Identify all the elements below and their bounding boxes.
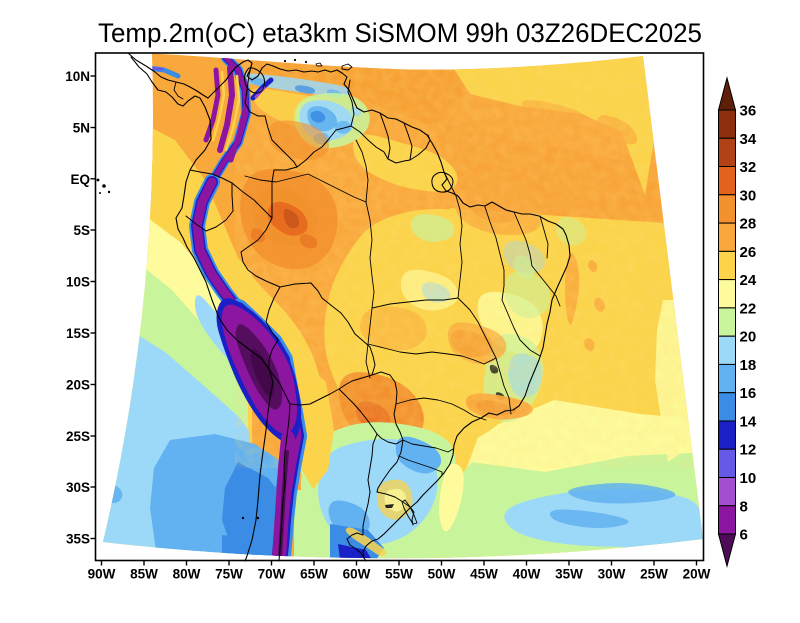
svg-text:EQ: EQ (70, 172, 90, 187)
svg-text:10N: 10N (65, 69, 90, 84)
svg-text:45W: 45W (470, 567, 498, 582)
svg-text:5N: 5N (73, 121, 90, 136)
svg-text:6: 6 (740, 527, 748, 544)
svg-text:75W: 75W (215, 567, 243, 582)
svg-text:28: 28 (740, 216, 757, 233)
svg-text:12: 12 (740, 442, 757, 459)
svg-text:40W: 40W (513, 567, 541, 582)
svg-text:30: 30 (740, 187, 757, 204)
svg-text:10: 10 (740, 470, 757, 487)
svg-text:18: 18 (740, 357, 757, 374)
svg-text:70W: 70W (258, 567, 286, 582)
svg-text:25W: 25W (640, 567, 668, 582)
svg-text:20W: 20W (683, 567, 711, 582)
svg-text:35S: 35S (66, 532, 90, 547)
svg-text:16: 16 (740, 385, 757, 402)
svg-text:20S: 20S (66, 378, 90, 393)
svg-text:22: 22 (740, 300, 757, 317)
svg-text:65W: 65W (300, 567, 328, 582)
svg-text:36: 36 (740, 103, 757, 120)
svg-text:35W: 35W (555, 567, 583, 582)
svg-text:26: 26 (740, 244, 757, 261)
svg-text:80W: 80W (173, 567, 201, 582)
svg-text:32: 32 (740, 159, 757, 176)
svg-text:8: 8 (740, 498, 748, 515)
svg-text:30S: 30S (66, 480, 90, 495)
svg-text:90W: 90W (88, 567, 116, 582)
svg-text:55W: 55W (385, 567, 413, 582)
svg-text:15S: 15S (66, 326, 90, 341)
svg-text:Temp.2m(oC) eta3km SiSMOM 99h: Temp.2m(oC) eta3km SiSMOM 99h 03Z26DEC20… (98, 18, 702, 48)
svg-text:30W: 30W (598, 567, 626, 582)
svg-text:10S: 10S (66, 275, 90, 290)
svg-text:60W: 60W (343, 567, 371, 582)
svg-text:20: 20 (740, 329, 757, 346)
svg-text:5S: 5S (73, 223, 90, 238)
svg-text:34: 34 (740, 131, 757, 148)
svg-text:14: 14 (740, 414, 757, 431)
svg-text:24: 24 (740, 272, 757, 289)
svg-text:50W: 50W (428, 567, 456, 582)
svg-text:85W: 85W (130, 567, 158, 582)
svg-text:25S: 25S (66, 429, 90, 444)
